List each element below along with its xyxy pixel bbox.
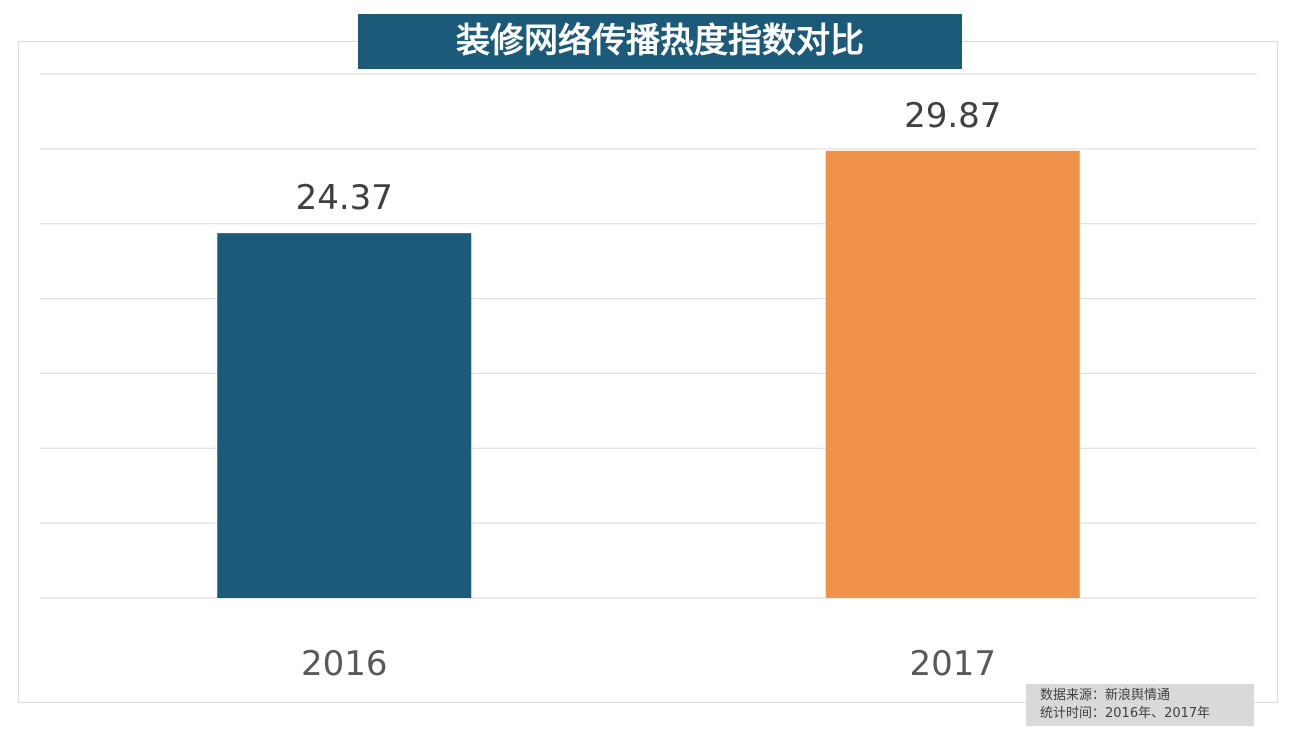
x-tick-label: 2016	[301, 644, 388, 684]
data-label: 24.37	[296, 178, 393, 218]
x-tick-label: 2017	[909, 644, 996, 684]
source-line: 数据来源：新浪舆情通	[1040, 688, 1171, 703]
chart-title: 装修网络传播热度指数对比	[358, 14, 962, 69]
bar-2016	[217, 233, 472, 598]
period-line: 统计时间：2016年、2017年	[1040, 706, 1211, 721]
data-label: 29.87	[904, 96, 1001, 136]
source-note: 数据来源：新浪舆情通 统计时间：2016年、2017年	[1026, 684, 1254, 726]
bar-2017	[825, 150, 1080, 599]
